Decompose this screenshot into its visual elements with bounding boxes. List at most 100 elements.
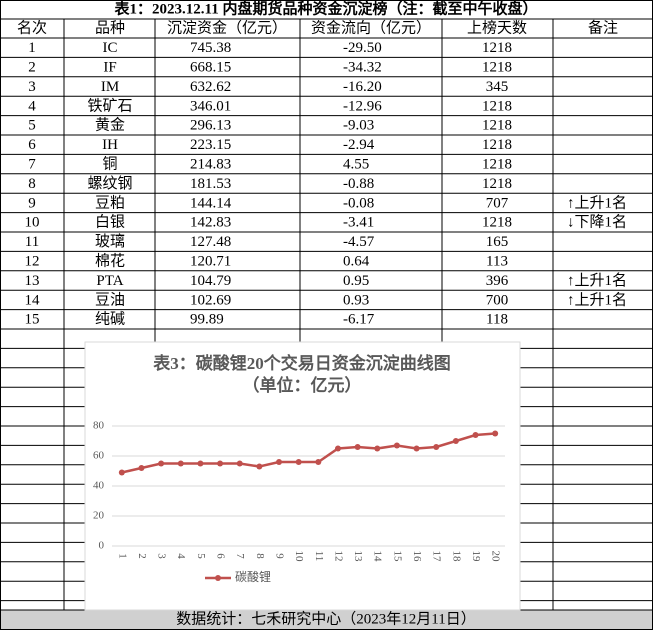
y-tick-label: 40 xyxy=(93,480,105,492)
cell: 104.79 xyxy=(190,273,231,289)
y-tick-label: 60 xyxy=(93,450,105,462)
point xyxy=(492,430,499,437)
x-tick-label: 18 xyxy=(450,551,462,563)
footer: 数据统计：七禾研究中心（2023年12月11日） xyxy=(176,610,475,627)
x-tick-label: 5 xyxy=(195,553,207,559)
point xyxy=(138,465,145,471)
cell: 1218 xyxy=(482,137,512,153)
x-tick-label: 6 xyxy=(215,553,227,559)
cell: 346.01 xyxy=(190,98,231,114)
cell: 11 xyxy=(25,234,39,250)
cell: 102.69 xyxy=(190,292,231,308)
x-tick-label: 11 xyxy=(313,551,325,562)
header-cell: 备注 xyxy=(588,19,618,36)
cell: 铜 xyxy=(102,156,117,173)
cell: 120.71 xyxy=(190,254,231,270)
point xyxy=(472,432,479,438)
cell: 14 xyxy=(25,292,41,308)
cell: 345 xyxy=(486,79,509,95)
x-tick-label: 3 xyxy=(156,553,168,559)
point xyxy=(452,438,459,444)
cell: 214.83 xyxy=(190,157,231,173)
chart-title: 表3：碳酸锂20个交易日资金沉淀曲线图 xyxy=(153,353,451,373)
point xyxy=(413,445,420,452)
x-tick-label: 13 xyxy=(352,551,364,563)
cell: 668.15 xyxy=(190,60,231,76)
cell: 707 xyxy=(486,195,509,211)
cell: 165 xyxy=(486,234,509,250)
point xyxy=(334,445,341,452)
cell: 4.55 xyxy=(343,157,369,173)
cell: 127.48 xyxy=(190,234,231,250)
header-cell: 资金流向（亿元） xyxy=(311,19,431,36)
cell: 1218 xyxy=(482,98,512,114)
cell: 9 xyxy=(28,195,36,211)
point xyxy=(374,445,381,452)
x-tick-label: 20 xyxy=(490,551,502,563)
header-cell: 上榜天数 xyxy=(467,19,527,36)
cell: -0.08 xyxy=(343,195,374,211)
cell: 10 xyxy=(25,215,40,231)
cell: 142.83 xyxy=(190,215,231,231)
cell: IH xyxy=(102,137,118,153)
chart-area xyxy=(84,341,521,611)
cell: 玻璃 xyxy=(95,233,125,250)
cell: -6.17 xyxy=(343,312,375,328)
cell: PTA xyxy=(96,273,123,289)
point xyxy=(118,469,125,476)
x-tick-label: 10 xyxy=(293,551,305,563)
cell: 223.15 xyxy=(190,137,231,153)
point xyxy=(177,460,184,467)
cell: -29.50 xyxy=(343,40,382,56)
cell: -4.57 xyxy=(343,234,375,250)
cell: 296.13 xyxy=(190,118,231,134)
legend-label: 碳酸锂 xyxy=(235,569,271,584)
cell: -9.03 xyxy=(343,118,374,134)
cell: 1218 xyxy=(482,40,512,56)
cell: 1218 xyxy=(482,60,512,76)
x-tick-label: 15 xyxy=(391,551,403,563)
cell: 13 xyxy=(25,273,40,289)
cell: 8 xyxy=(28,176,36,192)
point xyxy=(256,463,263,470)
point xyxy=(217,460,224,467)
x-tick-label: 19 xyxy=(470,551,482,563)
cell: 1218 xyxy=(482,157,512,173)
x-tick-label: 17 xyxy=(431,551,443,563)
cell: 0.95 xyxy=(343,273,369,289)
y-tick-label: 20 xyxy=(93,510,105,522)
cell: ↓下降1名 xyxy=(567,214,627,231)
cell: 181.53 xyxy=(190,176,231,192)
header-cell: 名次 xyxy=(17,19,47,36)
x-tick-label: 2 xyxy=(136,553,148,559)
cell: 745.38 xyxy=(190,40,231,56)
cell: -0.88 xyxy=(343,176,374,192)
cell: 3 xyxy=(28,79,36,95)
cell: 5 xyxy=(28,118,36,134)
cell: 1218 xyxy=(482,215,512,231)
cell: IC xyxy=(103,40,118,56)
cell: ↑上升1名 xyxy=(567,291,627,308)
cell: 1218 xyxy=(482,176,512,192)
cell: 豆油 xyxy=(95,291,125,308)
cell: 12 xyxy=(25,254,40,270)
cell: 7 xyxy=(28,157,36,173)
cell: 700 xyxy=(486,292,509,308)
x-tick-label: 1 xyxy=(116,553,128,559)
x-tick-label: 12 xyxy=(332,551,344,562)
x-tick-label: 14 xyxy=(372,551,384,563)
cell: 0.93 xyxy=(343,292,369,308)
footer-bg xyxy=(0,610,653,630)
x-tick-label: 4 xyxy=(175,553,187,559)
cell: 15 xyxy=(25,312,40,328)
cell: 黄金 xyxy=(95,117,125,134)
y-tick-label: 80 xyxy=(93,420,105,432)
cell: 144.14 xyxy=(190,195,232,211)
cell: -34.32 xyxy=(343,60,382,76)
header-cell: 品种 xyxy=(95,19,125,36)
legend-marker xyxy=(215,575,221,581)
series-line xyxy=(121,432,496,474)
point xyxy=(393,442,400,449)
point xyxy=(295,459,302,465)
